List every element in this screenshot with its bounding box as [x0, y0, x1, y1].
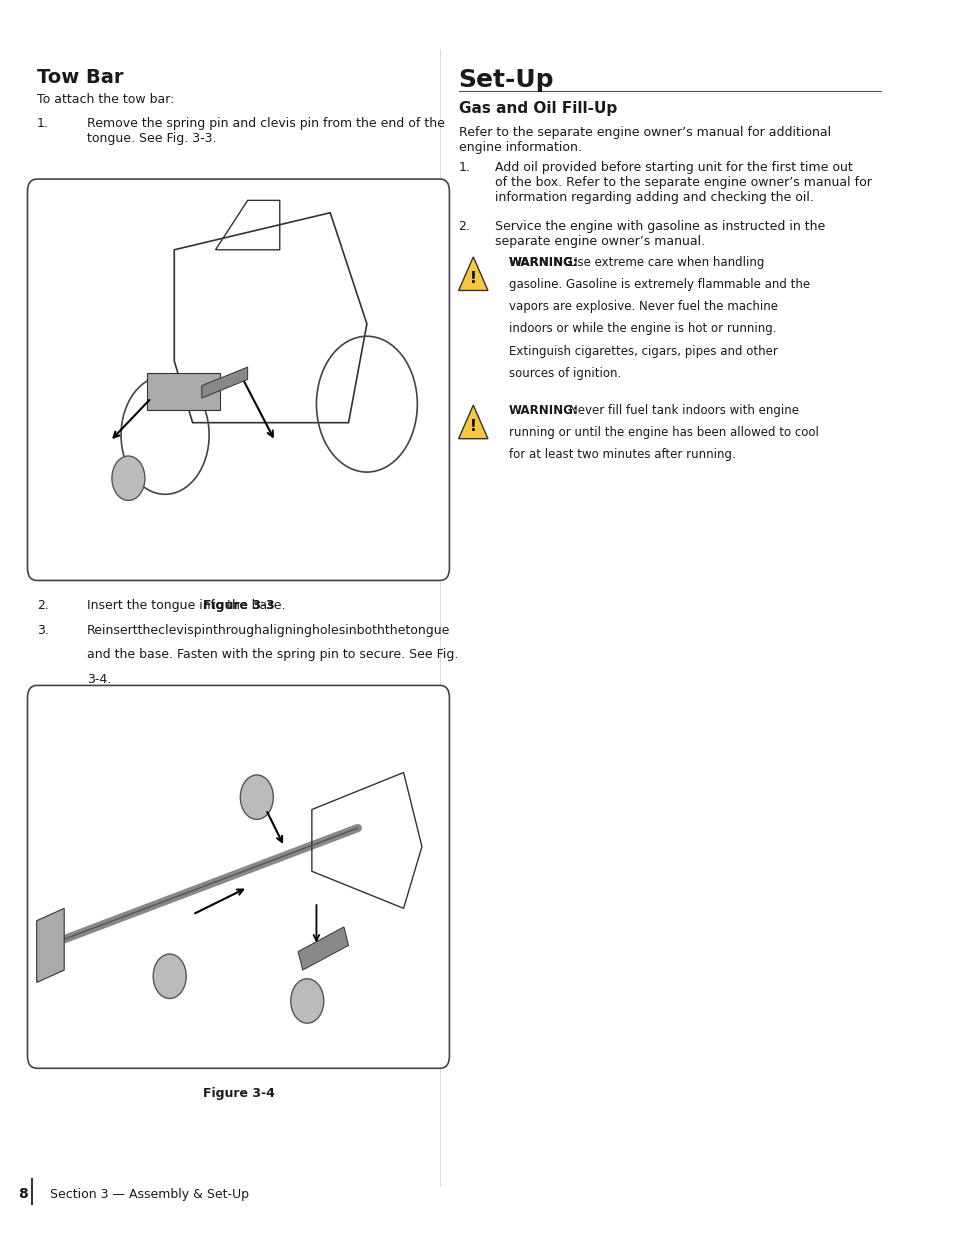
Text: 8: 8 [18, 1187, 28, 1202]
Text: Extinguish cigarettes, cigars, pipes and other: Extinguish cigarettes, cigars, pipes and… [509, 345, 777, 358]
Text: WARNING:: WARNING: [509, 256, 578, 269]
Text: Reinserttheclevispinthroughaligningholesinboththetongue: Reinserttheclevispinthroughaligningholes… [87, 624, 450, 637]
Text: Section 3 — Assembly & Set-Up: Section 3 — Assembly & Set-Up [51, 1188, 249, 1200]
FancyBboxPatch shape [28, 685, 449, 1068]
Text: Set-Up: Set-Up [458, 68, 554, 91]
Polygon shape [147, 373, 220, 410]
Text: 3: 3 [303, 995, 311, 1007]
Text: Use extreme care when handling: Use extreme care when handling [568, 256, 763, 269]
Text: Add oil provided before starting unit for the first time out
of the box. Refer t: Add oil provided before starting unit fo… [495, 161, 871, 204]
Text: 1.: 1. [458, 161, 470, 174]
FancyBboxPatch shape [28, 179, 449, 580]
Text: for at least two minutes after running.: for at least two minutes after running. [509, 448, 735, 462]
Text: Figure 3-3: Figure 3-3 [202, 599, 274, 613]
Text: Gas and Oil Fill-Up: Gas and Oil Fill-Up [458, 101, 617, 116]
Text: Remove the spring pin and clevis pin from the end of the
tongue. See Fig. 3-3.: Remove the spring pin and clevis pin fro… [87, 117, 444, 146]
Circle shape [112, 456, 145, 500]
Text: 3: 3 [253, 792, 260, 803]
Circle shape [153, 953, 186, 998]
Text: 2.: 2. [36, 599, 49, 613]
Text: indoors or while the engine is hot or running.: indoors or while the engine is hot or ru… [509, 322, 776, 336]
Text: running or until the engine has been allowed to cool: running or until the engine has been all… [509, 426, 818, 440]
Text: and the base. Fasten with the spring pin to secure. See Fig.: and the base. Fasten with the spring pin… [87, 648, 458, 662]
Text: To attach the tow bar:: To attach the tow bar: [36, 93, 173, 106]
Text: vapors are explosive. Never fuel the machine: vapors are explosive. Never fuel the mac… [509, 300, 778, 314]
Text: 1: 1 [125, 473, 132, 483]
Polygon shape [458, 257, 487, 290]
Text: 2.: 2. [458, 220, 470, 233]
Circle shape [291, 978, 323, 1023]
Text: Insert the tongue into the base.: Insert the tongue into the base. [87, 599, 285, 613]
Text: Service the engine with gasoline as instructed in the
separate engine owner’s ma: Service the engine with gasoline as inst… [495, 220, 824, 248]
Text: 3.: 3. [36, 624, 49, 637]
Text: gasoline. Gasoline is extremely flammable and the: gasoline. Gasoline is extremely flammabl… [509, 278, 809, 291]
Polygon shape [36, 909, 64, 983]
Text: sources of ignition.: sources of ignition. [509, 367, 620, 380]
Polygon shape [297, 926, 348, 971]
Text: Figure 3-4: Figure 3-4 [202, 1087, 274, 1100]
Text: WARNING:: WARNING: [509, 404, 578, 417]
Polygon shape [458, 405, 487, 438]
Text: 3-4.: 3-4. [87, 673, 112, 687]
Text: !: ! [470, 420, 476, 435]
Circle shape [240, 776, 274, 820]
Text: Tow Bar: Tow Bar [36, 68, 123, 86]
Polygon shape [202, 367, 248, 398]
Text: Refer to the separate engine owner’s manual for additional
engine information.: Refer to the separate engine owner’s man… [458, 126, 830, 154]
Text: WARNING:: WARNING: [509, 256, 578, 269]
Text: 1.: 1. [36, 117, 49, 131]
Text: !: ! [470, 272, 476, 287]
Text: Never fill fuel tank indoors with engine: Never fill fuel tank indoors with engine [568, 404, 798, 417]
Text: 2: 2 [166, 971, 173, 982]
